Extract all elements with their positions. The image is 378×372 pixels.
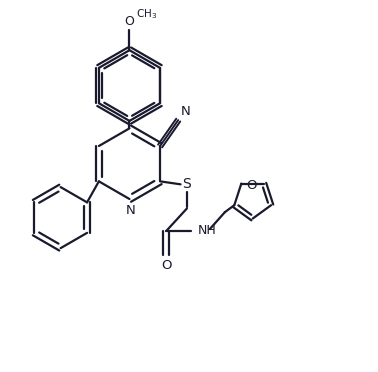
- Text: S: S: [183, 177, 191, 191]
- Text: NH: NH: [198, 224, 217, 237]
- Text: O: O: [161, 259, 172, 272]
- Text: CH$_3$: CH$_3$: [136, 7, 157, 21]
- Text: O: O: [246, 179, 256, 192]
- Text: O: O: [124, 15, 135, 28]
- Text: N: N: [125, 204, 135, 217]
- Text: N: N: [180, 105, 190, 118]
